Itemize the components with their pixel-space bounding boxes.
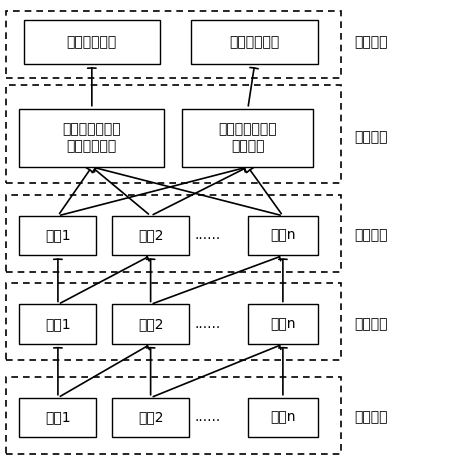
Text: 组件2: 组件2	[138, 317, 163, 331]
Bar	[20, 109, 164, 167]
Text: 多模型洪水预报
方案制作: 多模型洪水预报 方案制作	[218, 123, 277, 153]
Bar	[6, 283, 340, 360]
Text: ......: ......	[194, 228, 220, 242]
Bar	[191, 20, 318, 64]
Bar	[248, 398, 318, 437]
Text: 结果发布: 结果发布	[354, 36, 388, 49]
Text: 数据n: 数据n	[270, 410, 296, 424]
Text: ......: ......	[194, 410, 220, 424]
Bar	[6, 195, 340, 272]
Text: 模型2: 模型2	[138, 229, 163, 242]
Bar	[20, 304, 96, 344]
Text: 数据1: 数据1	[45, 410, 71, 424]
Text: 数据集成: 数据集成	[354, 410, 388, 424]
Text: 模型1: 模型1	[45, 229, 71, 242]
Bar	[20, 398, 96, 437]
Bar	[6, 85, 340, 183]
Bar	[6, 11, 340, 78]
Text: 数据2: 数据2	[138, 410, 163, 424]
Bar	[248, 304, 318, 344]
Text: 组件n: 组件n	[270, 317, 296, 331]
Bar	[248, 216, 318, 256]
Text: 组件1: 组件1	[45, 317, 71, 331]
Text: 模型集成: 模型集成	[354, 228, 388, 242]
Bar	[24, 20, 160, 64]
Bar	[20, 216, 96, 256]
Bar	[112, 304, 189, 344]
Text: 方案集成: 方案集成	[354, 130, 388, 144]
Text: 发布预报结果: 发布预报结果	[67, 35, 117, 49]
Text: ......: ......	[194, 317, 220, 331]
Bar	[112, 216, 189, 256]
Text: 组件集成: 组件集成	[354, 317, 388, 331]
Text: 发布预报方案: 发布预报方案	[229, 35, 280, 49]
Bar	[112, 398, 189, 437]
Text: 多模型洪水预报
评价指标体系: 多模型洪水预报 评价指标体系	[62, 123, 121, 153]
Bar	[6, 377, 340, 454]
Text: 模型n: 模型n	[270, 229, 296, 242]
Bar	[182, 109, 313, 167]
